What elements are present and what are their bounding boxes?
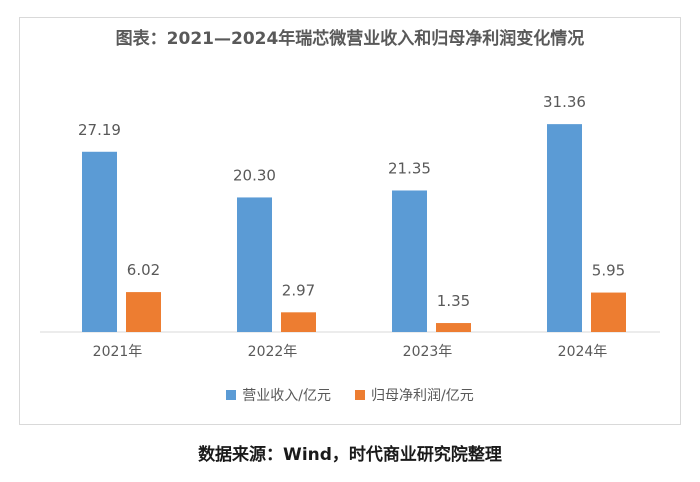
bar-revenue-1	[82, 151, 117, 332]
bar-profit-2	[281, 312, 316, 332]
data-label-revenue-2: 20.30	[233, 166, 276, 184]
legend-swatch-profit	[355, 390, 365, 400]
data-label-revenue-1: 27.19	[78, 121, 121, 139]
bar-profit-4	[591, 292, 626, 332]
legend: 营业收入/亿元 归母净利润/亿元	[0, 385, 700, 405]
x-tick-label-2: 2022年	[248, 344, 298, 360]
data-label-profit-3: 1.35	[437, 292, 470, 310]
data-label-profit-2: 2.97	[282, 281, 315, 299]
legend-swatch-revenue	[226, 390, 237, 400]
bar-profit-3	[436, 323, 471, 332]
bar-revenue-2	[237, 197, 272, 332]
bar-revenue-3	[392, 190, 427, 332]
bar-profit-1	[126, 292, 161, 332]
data-label-revenue-3: 21.35	[388, 159, 431, 177]
legend-item-profit: 归母净利润/亿元	[355, 385, 474, 405]
source-note: 数据来源：Wind，时代商业研究院整理	[198, 445, 502, 465]
x-tick-label-1: 2021年	[93, 344, 143, 360]
bar-revenue-4	[547, 124, 582, 333]
x-tick-label-3: 2023年	[403, 344, 453, 360]
chart-title: 图表：2021—2024年瑞芯微营业收入和归母净利润变化情况	[115, 29, 585, 49]
data-label-profit-4: 5.95	[592, 262, 625, 280]
x-tick-label-4: 2024年	[558, 344, 608, 360]
legend-label-profit: 归母净利润/亿元	[371, 388, 474, 404]
data-label-profit-1: 6.02	[127, 261, 160, 279]
data-label-revenue-4: 31.36	[543, 93, 586, 111]
legend-label-revenue: 营业收入/亿元	[242, 388, 331, 404]
legend-item-revenue: 营业收入/亿元	[226, 385, 331, 405]
